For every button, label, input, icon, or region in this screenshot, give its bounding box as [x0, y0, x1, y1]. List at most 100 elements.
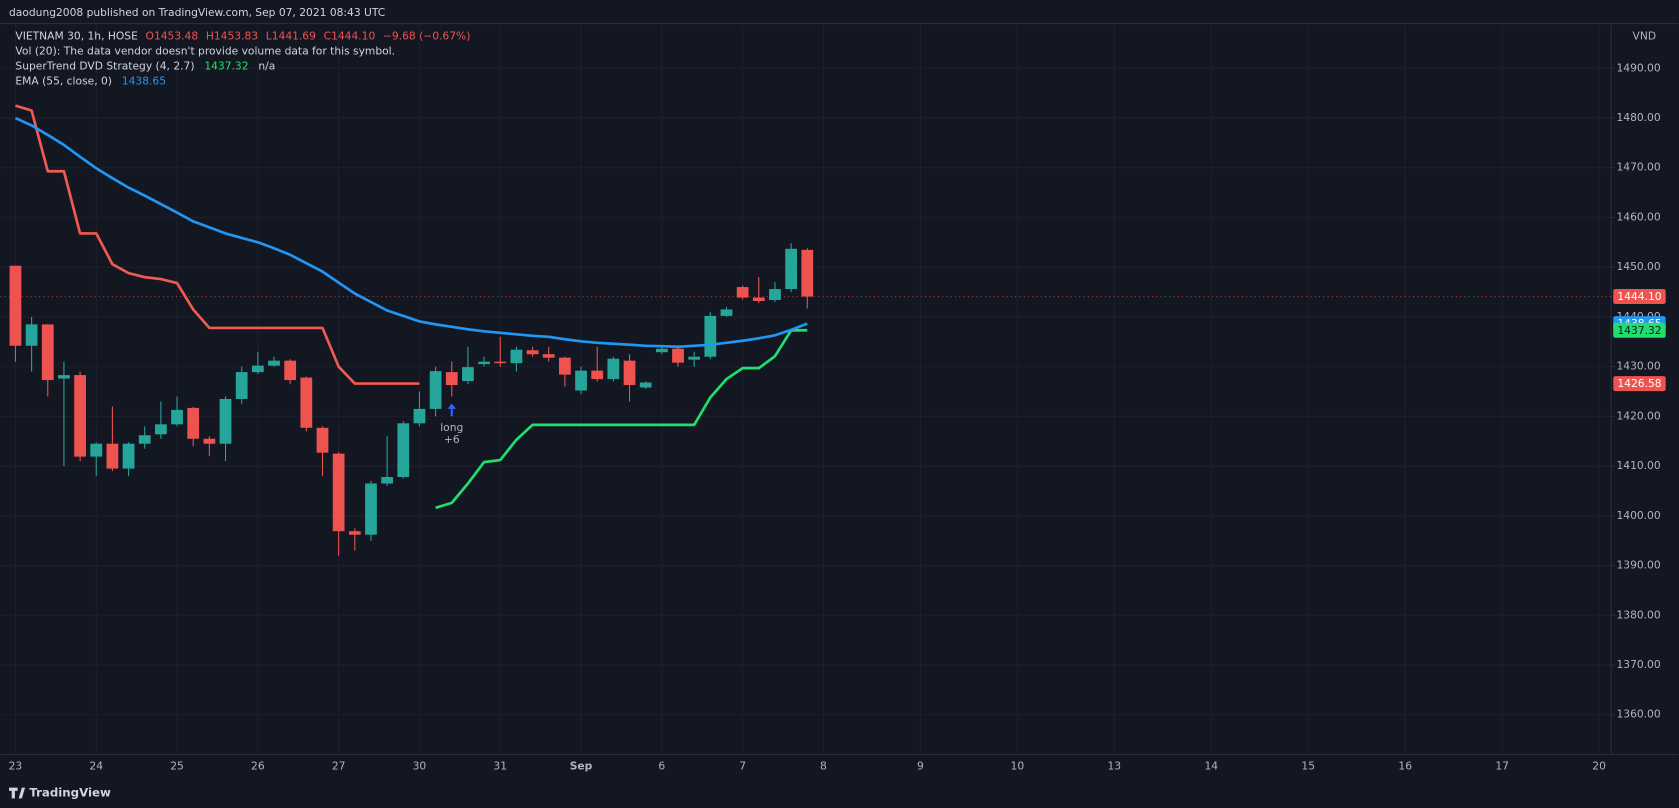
candle-body [478, 361, 490, 365]
x-tick-label: 8 [820, 759, 827, 772]
candle-body [251, 365, 264, 373]
y-tick-label: 1370.00 [1616, 658, 1660, 671]
currency: VND [1633, 29, 1657, 42]
grid [0, 23, 1612, 755]
candle-body [769, 289, 781, 301]
candle-body [300, 377, 313, 428]
candle-body [736, 287, 749, 298]
candle-body [90, 443, 103, 457]
candle-body [74, 375, 86, 457]
candle-body [688, 356, 701, 360]
x-tick-label: 24 [89, 759, 103, 772]
supertrend-na: n/a [258, 59, 275, 72]
x-tick-label: Sep [570, 759, 593, 772]
candle-body [235, 372, 248, 399]
y-tick-label: 1390.00 [1616, 559, 1660, 572]
vol-legend: Vol (20): The data vendor doesn't provid… [15, 44, 395, 57]
x-tick-label: 26 [251, 759, 265, 772]
candle-body [203, 438, 216, 444]
annotation-text: +6 [444, 433, 460, 446]
candle-body [365, 483, 377, 535]
candle-body [655, 348, 668, 353]
x-tick-label: 7 [739, 759, 746, 772]
candle-body [122, 443, 135, 469]
price-badge-label: 1444.10 [1617, 290, 1661, 303]
y-tick-label: 1400.00 [1616, 509, 1660, 522]
y-tick-label: 1410.00 [1616, 459, 1660, 472]
candle-body [58, 375, 70, 379]
indicator-line [15, 104, 420, 385]
annotation-arrow [447, 403, 457, 417]
candle-body [526, 350, 539, 355]
candle-body [397, 423, 410, 478]
y-tick-label: 1380.00 [1616, 608, 1660, 621]
candle-body [623, 360, 636, 386]
candle-body [559, 357, 571, 375]
x-tick-label: 31 [493, 759, 507, 772]
indicator-line [435, 328, 808, 510]
annotation-text: long [440, 421, 463, 434]
candle-body [704, 315, 717, 357]
indicator-line [14, 116, 808, 349]
candle-body [429, 371, 442, 409]
candle-body [575, 370, 587, 391]
y-tick-label: 1490.00 [1616, 61, 1660, 74]
candle-body [268, 360, 280, 366]
change: −9.68 (−0.67%) [383, 29, 470, 42]
x-tick-label: 15 [1301, 759, 1315, 772]
candle-body [752, 297, 765, 302]
candle-body [494, 361, 507, 364]
candle-body [445, 372, 458, 386]
candle-body [9, 265, 22, 346]
legend-line: VIETNAM 30, 1h, HOSE O1453.48 H1453.83 L… [15, 29, 470, 42]
ohlc: H1453.83 [206, 29, 258, 42]
price-badge [1613, 376, 1666, 392]
ema-value: 1438.65 [122, 74, 166, 87]
ohlc: O1453.48 [146, 29, 199, 42]
symbol: VIETNAM 30, 1h, HOSE [15, 29, 138, 42]
y-tick-label: 1450.00 [1616, 260, 1660, 273]
y-tick-label: 1480.00 [1616, 111, 1660, 124]
x-tick-label: 17 [1495, 759, 1509, 772]
candle-body [785, 248, 798, 290]
ohlc: L1441.69 [266, 29, 316, 42]
ohlc: C1444.10 [324, 29, 376, 42]
candle-body [607, 358, 620, 380]
ema-legend: EMA (55, close, 0) 1438.65 [15, 74, 166, 87]
candle-body [413, 408, 426, 424]
x-tick-label: 20 [1592, 759, 1606, 772]
price-badge-label: 1437.32 [1617, 324, 1661, 337]
candle-body [542, 354, 555, 358]
candle-body [41, 324, 54, 381]
candle-body [219, 398, 232, 444]
candle-body [138, 435, 151, 444]
published: daodung2008 published on TradingView.com… [9, 6, 385, 19]
candle-body [332, 453, 345, 532]
footer-bar [0, 779, 1679, 808]
candle-body [801, 249, 814, 297]
price-badge [1613, 322, 1666, 338]
candle-body [284, 360, 297, 381]
candle-body [720, 309, 733, 316]
x-tick-label: 10 [1011, 759, 1025, 772]
supertrend-value: 1437.32 [204, 59, 248, 72]
candle-body [106, 443, 119, 469]
supertrend-legend: SuperTrend DVD Strategy (4, 2.7) 1437.32… [15, 59, 275, 72]
y-tick-label: 1460.00 [1616, 210, 1660, 223]
x-tick-label: 6 [658, 759, 665, 772]
y-tick-label: 1470.00 [1616, 161, 1660, 174]
y-tick-label: 1430.00 [1616, 360, 1660, 373]
x-tick-label: 23 [9, 759, 23, 772]
y-tick-label: 1360.00 [1616, 708, 1660, 721]
y-tick-label: 1420.00 [1616, 409, 1660, 422]
candle-body [510, 349, 523, 364]
x-tick-label: 16 [1398, 759, 1412, 772]
candle-body [672, 348, 684, 363]
candle-body [155, 424, 167, 435]
x-tick-label: 25 [170, 759, 184, 772]
x-tick-label: 13 [1108, 759, 1122, 772]
candle-body [381, 477, 394, 484]
candle-body [639, 382, 652, 388]
ema-name: EMA (55, close, 0) [15, 74, 112, 87]
